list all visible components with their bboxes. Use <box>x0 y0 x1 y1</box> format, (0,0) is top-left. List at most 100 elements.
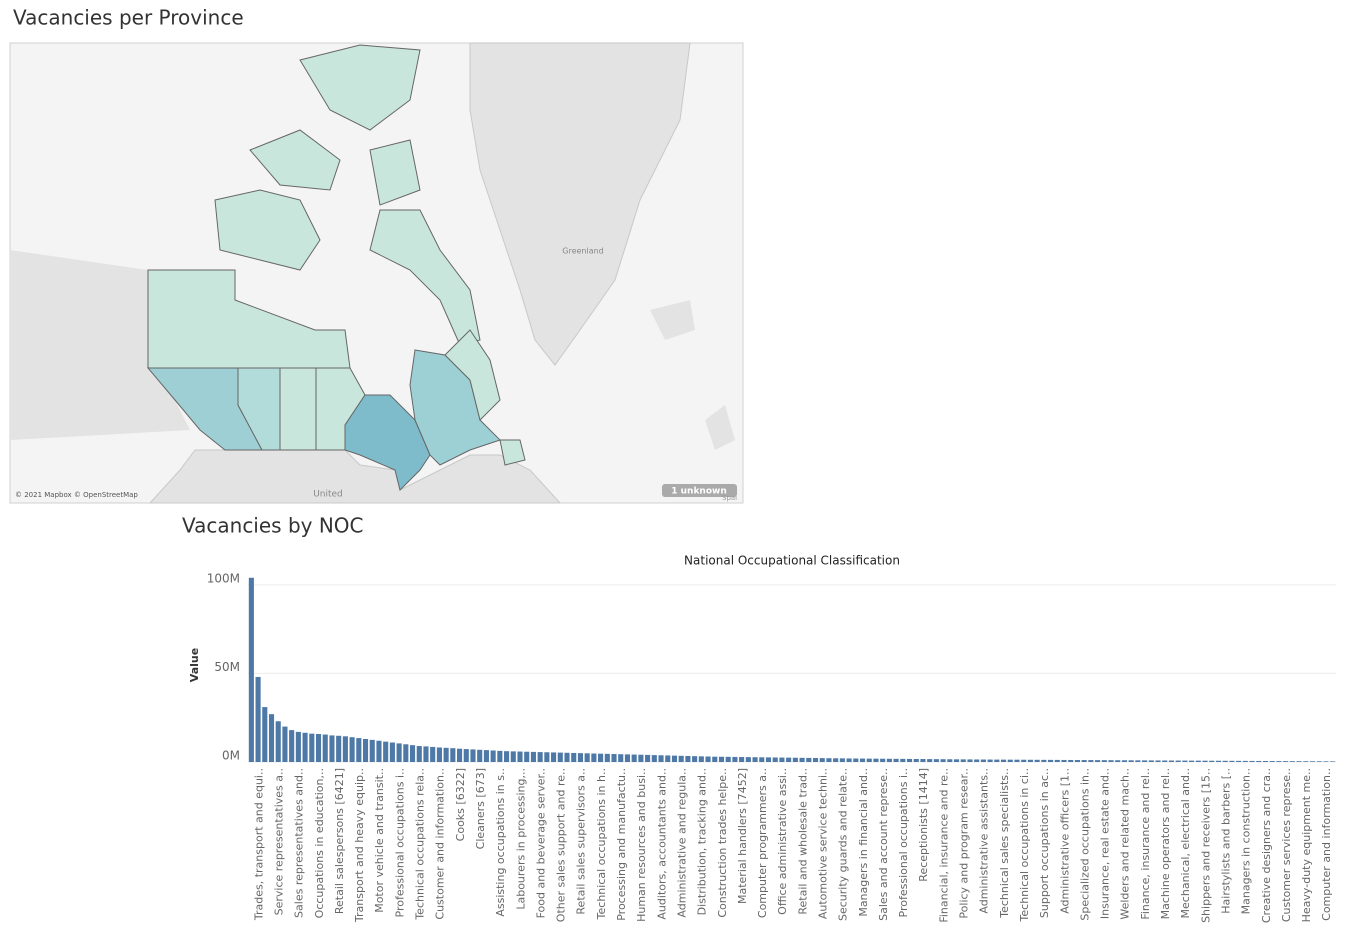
bar <box>1128 760 1134 762</box>
bar <box>409 745 416 762</box>
bar <box>1101 760 1107 762</box>
bar <box>1189 760 1195 762</box>
bar <box>504 751 510 762</box>
bar <box>423 746 429 762</box>
map: Greenland United © 2021 Mapbox © OpenStr… <box>9 42 744 504</box>
x-tick-label: Processing and manufactu.. <box>615 768 628 921</box>
bar <box>1209 760 1215 762</box>
bar <box>994 759 1000 762</box>
x-tick-label: Mechanical, electrical and.. <box>1179 768 1192 918</box>
x-tick-label: Construction trades helpe.. <box>716 768 729 918</box>
bar <box>329 735 335 762</box>
x-tick-label: Technical sales specialists.. <box>998 768 1011 919</box>
bar <box>880 758 886 762</box>
bar <box>544 752 550 762</box>
bar <box>490 750 496 762</box>
bar <box>960 759 966 762</box>
bar <box>698 756 704 762</box>
bar <box>953 759 960 762</box>
bar <box>1108 760 1114 762</box>
bar <box>584 753 590 762</box>
bar <box>436 747 442 762</box>
bar <box>1222 760 1228 762</box>
bar <box>1088 760 1094 762</box>
atlantic <box>444 329 526 466</box>
bar <box>577 753 583 762</box>
x-tick-label: Retail salespersons [6421] <box>333 768 346 914</box>
bar <box>1296 761 1302 762</box>
bar <box>403 744 409 762</box>
bar <box>396 743 402 762</box>
x-tick-label: Hairstylists and barbers [.. <box>1219 768 1232 914</box>
bar <box>920 759 926 762</box>
bar <box>1095 760 1101 762</box>
usa-land <box>148 449 562 504</box>
bar <box>557 752 563 762</box>
bar <box>1142 760 1148 762</box>
bar <box>718 756 725 762</box>
x-tick-label: Administrative and regula.. <box>675 768 688 918</box>
map-place-label: Greenland <box>562 247 604 256</box>
bar <box>685 755 691 762</box>
bar <box>1330 761 1336 762</box>
x-tick-label: Cooks [6322] <box>454 768 467 841</box>
bar <box>1135 760 1141 762</box>
x-tick-label: Occupations in education,.. <box>313 768 326 918</box>
bar <box>1115 760 1121 762</box>
bar <box>638 754 644 762</box>
bar <box>470 749 476 762</box>
bar <box>886 758 892 762</box>
bar <box>477 749 483 762</box>
bar <box>933 759 939 762</box>
bar <box>483 750 489 762</box>
bar <box>705 756 711 762</box>
x-tick-label: Customer and information.. <box>434 768 447 920</box>
bar <box>1303 761 1309 762</box>
bar <box>812 758 819 762</box>
europe-land <box>650 300 735 450</box>
alberta <box>237 367 281 451</box>
ontario <box>344 394 431 491</box>
bar <box>1162 760 1168 762</box>
chart-title: Vacancies by NOC <box>182 514 364 538</box>
x-tick-label: Customer services represe.. <box>1280 768 1293 922</box>
bar <box>510 751 516 762</box>
x-tick-label: Human resources and busi.. <box>635 768 648 922</box>
y-axis-label: Value <box>188 648 201 682</box>
x-tick-label: Administrative officers [1.. <box>1058 768 1071 914</box>
x-tick-label: Computer programmers a.. <box>756 768 769 918</box>
bar <box>1121 760 1127 762</box>
bar <box>362 738 369 762</box>
bar <box>1236 760 1242 762</box>
bar <box>1182 760 1188 762</box>
x-tick-label: Trades, transport and equi.. <box>252 768 265 921</box>
bar <box>779 757 785 762</box>
bar <box>1215 760 1222 762</box>
bar <box>1289 761 1295 762</box>
x-tick-label: Heavy-duty equipment me.. <box>1300 768 1313 922</box>
bar <box>665 755 671 762</box>
x-tick-label: Support occupations in ac.. <box>1038 768 1051 918</box>
bar <box>1148 760 1154 762</box>
map-place-label: Spai <box>722 494 737 502</box>
bar <box>1283 761 1289 762</box>
unknown-badge-text[interactable]: 1 unknown <box>671 487 727 497</box>
x-tick-label: Assisting occupations in s.. <box>494 768 507 917</box>
unknown-badge[interactable] <box>662 484 737 497</box>
arctic-islands <box>214 44 481 346</box>
alaska-land <box>10 250 190 440</box>
bar <box>900 758 906 762</box>
bar <box>893 758 899 762</box>
bar <box>1242 760 1248 762</box>
bar <box>389 742 395 762</box>
bar <box>1068 759 1074 762</box>
bar <box>1249 760 1255 762</box>
bar <box>1061 759 1067 762</box>
bar <box>497 750 503 762</box>
x-tick-label: Professional occupations i.. <box>897 768 910 917</box>
bar <box>537 752 543 762</box>
x-tick-label: Administrative assistants.. <box>978 768 991 914</box>
bar <box>295 731 301 762</box>
bar <box>349 737 355 762</box>
x-tick-label: Automotive service techni.. <box>817 768 830 919</box>
